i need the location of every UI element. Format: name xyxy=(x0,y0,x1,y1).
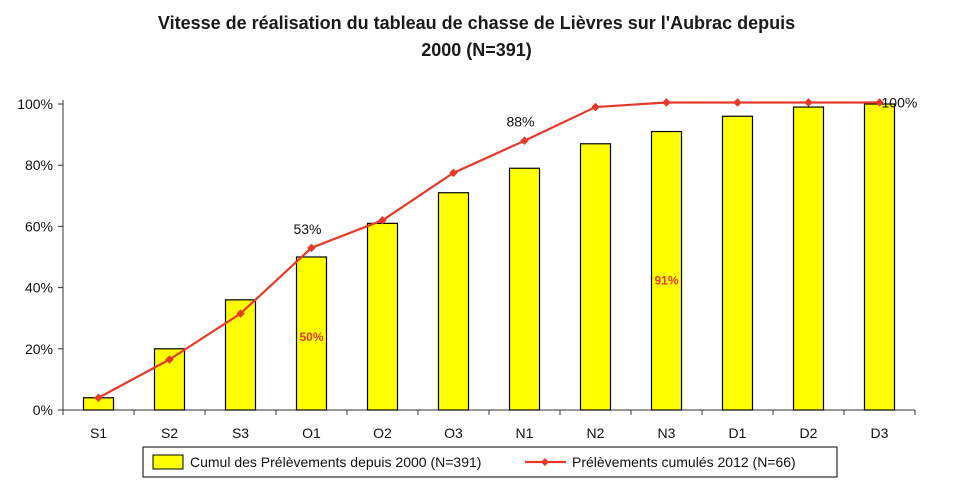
bar xyxy=(579,143,612,411)
x-tick-label: N2 xyxy=(587,425,605,441)
line-data-label: 88% xyxy=(506,114,534,130)
x-tick-label: S3 xyxy=(232,425,249,441)
line-point xyxy=(804,98,813,107)
x-tick-label: D3 xyxy=(871,425,889,441)
bar xyxy=(437,192,470,411)
chart-title: Vitesse de réalisation du tableau de cha… xyxy=(0,10,953,64)
x-tick-label: S2 xyxy=(161,425,178,441)
x-tick-label: D1 xyxy=(729,425,747,441)
bar xyxy=(863,103,896,411)
legend-label-line: Prélèvements cumulés 2012 (N=66) xyxy=(572,454,796,470)
bar xyxy=(792,106,825,411)
bar-data-label: 91% xyxy=(654,274,678,288)
legend-line-marker xyxy=(541,458,549,466)
legend-box xyxy=(142,446,838,478)
line-data-label: 53% xyxy=(293,221,321,237)
bar xyxy=(295,256,328,411)
line-data-label: 100% xyxy=(882,94,918,110)
bar-data-label: 50% xyxy=(299,330,323,344)
chart-title-line-2: 2000 (N=391) xyxy=(421,40,532,60)
bar xyxy=(721,115,754,411)
line-point xyxy=(733,98,742,107)
line-point xyxy=(378,215,387,225)
line-point xyxy=(875,98,884,107)
x-tick-label: N3 xyxy=(658,425,676,441)
legend: Cumul des Prélèvements depuis 2000 (N=39… xyxy=(142,446,838,478)
line-point xyxy=(94,393,103,403)
x-tick-label: D2 xyxy=(800,425,818,441)
series-line xyxy=(97,101,880,399)
line-point xyxy=(662,98,671,107)
x-tick-label: O2 xyxy=(373,425,392,441)
bar xyxy=(224,299,257,411)
x-tick-label: S1 xyxy=(90,425,107,441)
legend-label-bar: Cumul des Prélèvements depuis 2000 (N=39… xyxy=(190,454,481,470)
y-tick-label: 80% xyxy=(25,157,53,173)
line-point xyxy=(165,355,174,364)
legend-bar-swatch xyxy=(152,454,184,470)
chart-title-line-1: Vitesse de réalisation du tableau de cha… xyxy=(157,13,796,33)
line-point xyxy=(307,243,316,253)
y-tick-label: 20% xyxy=(25,341,53,357)
y-tick-label: 40% xyxy=(25,280,53,296)
line-point xyxy=(520,136,529,146)
y-tick-label: 100% xyxy=(17,96,53,112)
x-tick-label: O1 xyxy=(302,425,321,441)
y-tick-label: 0% xyxy=(33,402,53,418)
x-tick-label: O3 xyxy=(444,425,463,441)
bar xyxy=(650,130,683,411)
line-point xyxy=(591,102,600,112)
y-tick-label: 60% xyxy=(25,218,53,234)
bar xyxy=(366,222,399,411)
line-point xyxy=(236,309,245,318)
line-point xyxy=(449,168,458,178)
x-tick-label: N1 xyxy=(516,425,534,441)
bar xyxy=(508,167,541,411)
